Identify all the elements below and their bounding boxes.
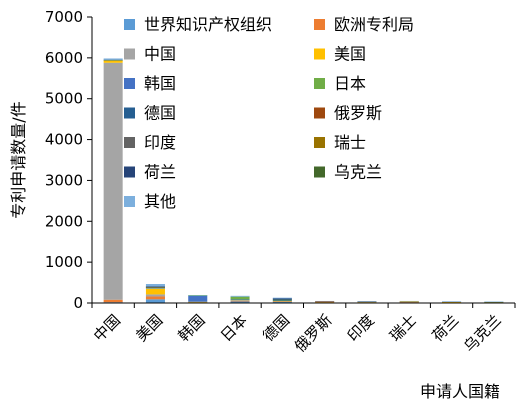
bar-segment bbox=[145, 287, 165, 289]
legend-swatch bbox=[124, 196, 135, 207]
bar-segment bbox=[399, 301, 419, 303]
y-tick-label: 4000 bbox=[45, 131, 83, 149]
legend-label: 日本 bbox=[334, 74, 366, 93]
bar-segment bbox=[230, 300, 250, 301]
bar-segment bbox=[230, 295, 250, 297]
legend-swatch bbox=[314, 78, 325, 89]
bar-segment bbox=[145, 296, 165, 300]
bar-segment bbox=[272, 298, 292, 301]
bar-segment bbox=[315, 302, 335, 303]
legend-label: 其他 bbox=[144, 192, 176, 211]
x-category-label: 美国 bbox=[132, 311, 166, 345]
bar-segment bbox=[484, 302, 504, 303]
legend-label: 中国 bbox=[144, 45, 176, 64]
bar-segment bbox=[230, 296, 250, 300]
legend-swatch bbox=[124, 48, 135, 60]
bar-segment bbox=[145, 286, 165, 287]
x-category-label: 俄罗斯 bbox=[291, 311, 336, 356]
bar-segment bbox=[145, 299, 165, 303]
legend-swatch bbox=[124, 107, 135, 119]
y-tick-label: 7000 bbox=[45, 8, 83, 26]
bar-segment bbox=[315, 301, 335, 303]
legend-swatch bbox=[124, 166, 135, 178]
x-category-label: 乌克兰 bbox=[460, 311, 505, 356]
bar-segment bbox=[188, 295, 208, 302]
y-tick-label: 2000 bbox=[45, 212, 83, 230]
x-category-label: 韩国 bbox=[175, 311, 209, 345]
bar-segment bbox=[103, 58, 123, 60]
legend-swatch bbox=[314, 19, 325, 30]
x-category-label: 日本 bbox=[217, 311, 251, 345]
y-tick-label: 5000 bbox=[45, 90, 83, 108]
bar-segment bbox=[357, 302, 377, 303]
x-category-label: 印度 bbox=[344, 311, 378, 345]
bar-segment bbox=[230, 299, 250, 301]
bar-segment bbox=[103, 60, 123, 63]
bar-segment bbox=[315, 300, 335, 302]
bar-segment bbox=[272, 297, 292, 299]
bar-segment bbox=[399, 300, 419, 302]
legend-swatch bbox=[124, 78, 135, 89]
bar-segment bbox=[188, 301, 208, 303]
bar-segment bbox=[188, 295, 208, 296]
x-category-label: 荷兰 bbox=[428, 311, 462, 345]
y-axis-ticks: 0 1000 2000 3000 4000 5000 6000 7000 bbox=[45, 8, 92, 312]
bar-segment bbox=[442, 301, 462, 303]
legend-label: 俄罗斯 bbox=[334, 104, 382, 123]
bar-segment bbox=[442, 301, 462, 302]
legend-label: 美国 bbox=[334, 45, 366, 64]
bars-group bbox=[103, 58, 504, 304]
bar-segment bbox=[145, 284, 165, 287]
legend-label: 乌克兰 bbox=[334, 163, 382, 182]
bar-segment bbox=[272, 298, 292, 300]
bar-segment bbox=[103, 299, 123, 303]
y-axis-title: 专利申请数量/件 bbox=[9, 101, 28, 218]
y-tick-label: 6000 bbox=[45, 49, 83, 67]
bar-segment bbox=[484, 301, 504, 303]
bar-segment bbox=[272, 301, 292, 302]
x-category-label: 瑞士 bbox=[386, 311, 420, 345]
bar-segment bbox=[145, 294, 165, 297]
legend-label: 欧洲专利局 bbox=[334, 15, 414, 34]
y-tick-label: 3000 bbox=[45, 171, 83, 189]
legend-label: 荷兰 bbox=[144, 163, 176, 182]
bar-segment bbox=[272, 301, 292, 303]
legend-swatch bbox=[124, 19, 135, 30]
y-tick-label: 1000 bbox=[45, 253, 83, 271]
legend-label: 世界知识产权组织 bbox=[144, 15, 272, 34]
legend-swatch bbox=[314, 137, 325, 148]
legend-label: 瑞士 bbox=[334, 133, 366, 152]
legend-swatch bbox=[314, 107, 325, 119]
bar-segment bbox=[103, 59, 123, 61]
bar-segment bbox=[230, 301, 250, 303]
x-category-label: 中国 bbox=[90, 311, 124, 345]
bar-segment bbox=[145, 288, 165, 289]
bar-segment bbox=[145, 288, 165, 295]
legend-swatch bbox=[314, 48, 325, 60]
legend-swatch bbox=[314, 166, 325, 178]
bar-segment bbox=[272, 300, 292, 302]
bar-segment bbox=[357, 301, 377, 303]
legend-swatch bbox=[124, 137, 135, 148]
y-tick-label: 0 bbox=[73, 294, 83, 312]
legend-label: 印度 bbox=[144, 133, 176, 152]
x-category-label: 德国 bbox=[259, 311, 293, 345]
bar-segment bbox=[357, 301, 377, 302]
legend-label: 德国 bbox=[144, 104, 176, 123]
x-axis-title: 申请人国籍 bbox=[420, 382, 500, 401]
axes bbox=[91, 17, 516, 308]
bar-segment bbox=[188, 295, 208, 296]
legend-label: 韩国 bbox=[144, 74, 176, 93]
bar-segment bbox=[230, 300, 250, 302]
bar-segment bbox=[103, 62, 123, 300]
